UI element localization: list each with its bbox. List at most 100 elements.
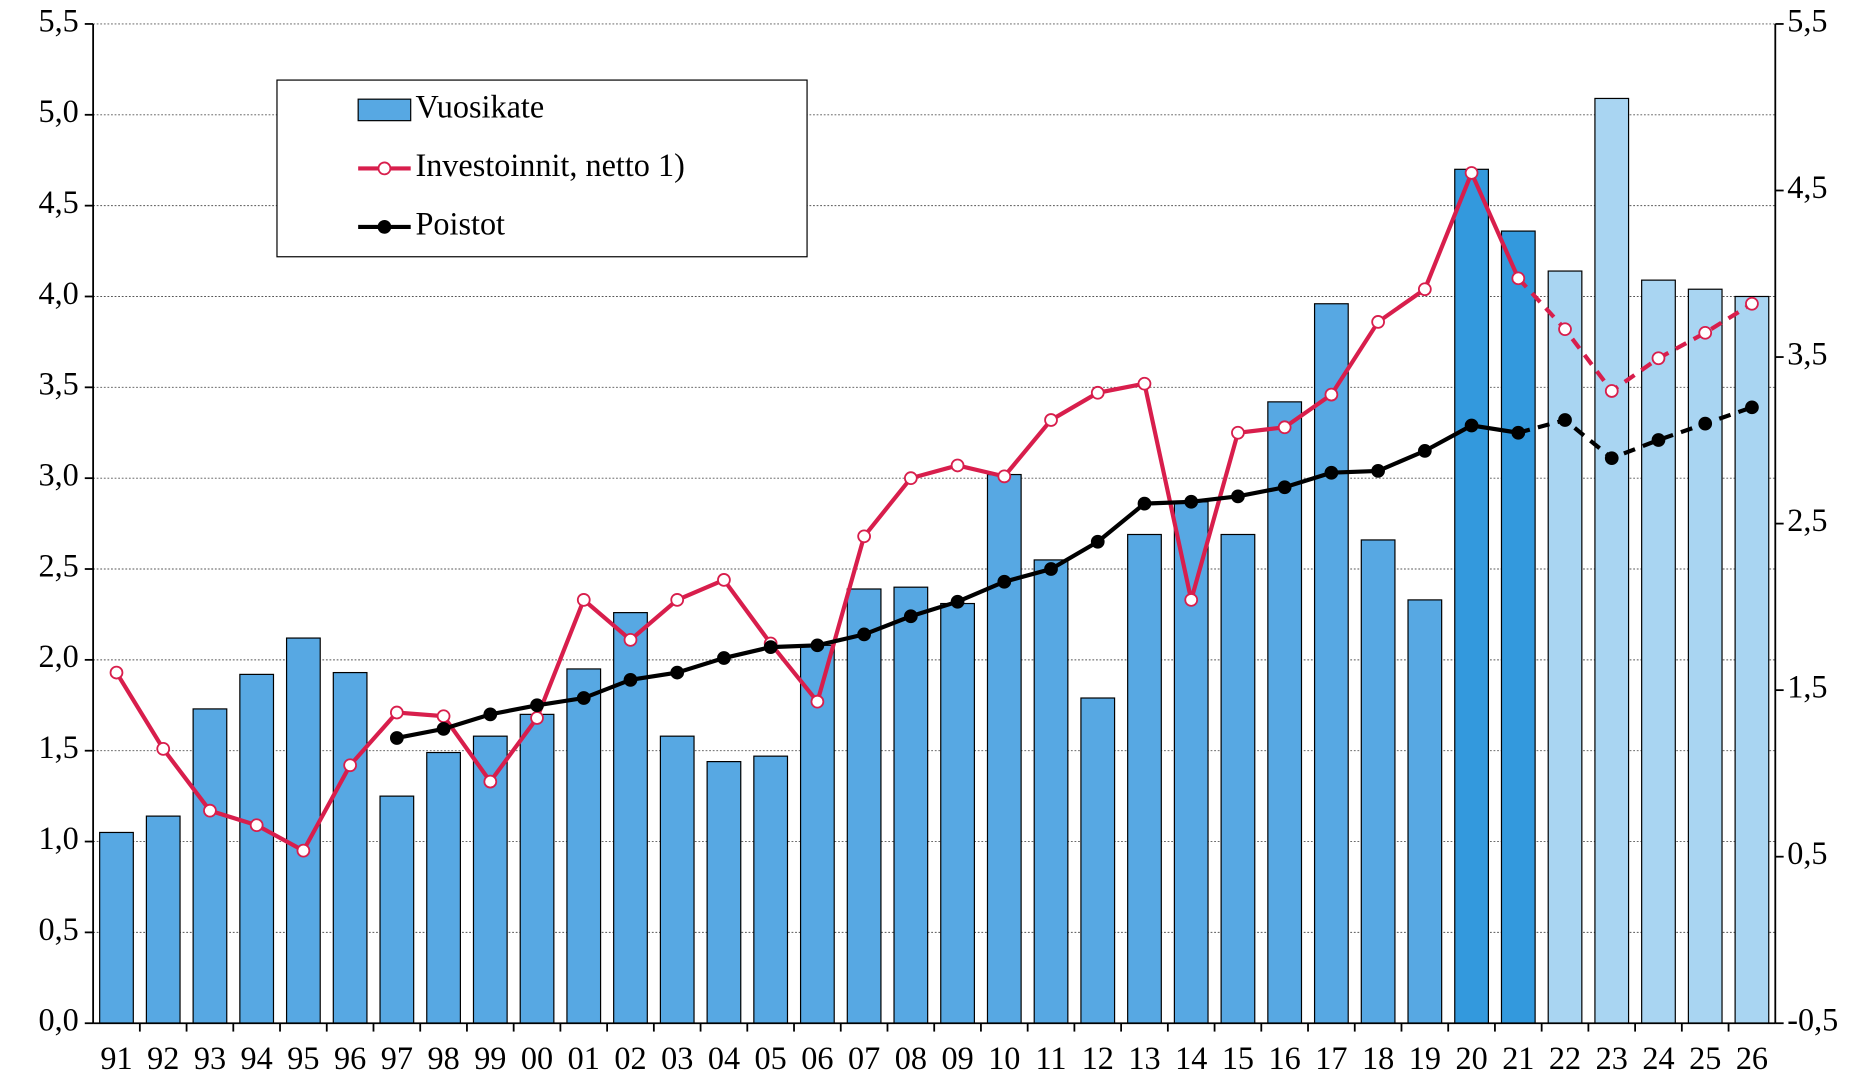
marker bbox=[1231, 489, 1245, 504]
bar bbox=[379, 795, 415, 1024]
marker bbox=[1324, 465, 1339, 480]
y-tick-label: 0,0 bbox=[39, 1002, 79, 1038]
legend-label: Investoinnit, netto 1) bbox=[415, 147, 684, 183]
bar bbox=[1127, 533, 1162, 1024]
x-tick-label: 12 bbox=[1082, 1040, 1114, 1076]
bar bbox=[426, 751, 461, 1024]
marker bbox=[903, 609, 918, 624]
marker bbox=[997, 469, 1012, 484]
x-tick-label: 16 bbox=[1269, 1040, 1301, 1076]
marker bbox=[576, 691, 591, 705]
marker bbox=[1277, 420, 1292, 435]
bar bbox=[1500, 230, 1536, 1024]
bar bbox=[753, 755, 789, 1024]
marker bbox=[483, 774, 498, 789]
bar bbox=[145, 815, 181, 1024]
marker bbox=[249, 818, 264, 833]
marker bbox=[1464, 418, 1479, 433]
marker bbox=[483, 707, 498, 722]
bar bbox=[1220, 533, 1256, 1024]
line bbox=[1516, 276, 1754, 394]
bar bbox=[1407, 599, 1443, 1024]
bar bbox=[192, 708, 228, 1024]
bar bbox=[1313, 303, 1349, 1024]
bar bbox=[893, 586, 929, 1024]
bar bbox=[1360, 539, 1396, 1024]
marker bbox=[1324, 387, 1339, 402]
x-tick-label: 07 bbox=[848, 1040, 880, 1076]
marker bbox=[997, 574, 1012, 589]
marker bbox=[156, 742, 171, 756]
marker bbox=[1231, 425, 1245, 440]
y-tick-label: 1,0 bbox=[39, 820, 79, 856]
x-tick-label: 03 bbox=[661, 1040, 693, 1076]
marker bbox=[436, 722, 451, 736]
x-tick-label: 11 bbox=[1036, 1040, 1067, 1076]
bar bbox=[940, 602, 975, 1024]
y-tick-label: 4,5 bbox=[39, 184, 79, 220]
bar bbox=[1687, 288, 1723, 1024]
marker bbox=[857, 529, 871, 544]
bar bbox=[1080, 697, 1116, 1024]
marker bbox=[576, 593, 591, 607]
y-tick-label: 4,0 bbox=[39, 275, 79, 311]
marker bbox=[1417, 282, 1432, 297]
x-tick-label: 10 bbox=[988, 1040, 1020, 1076]
bar bbox=[1594, 97, 1630, 1024]
marker bbox=[670, 593, 685, 607]
y2-tick-label: 0,5 bbox=[1787, 835, 1827, 871]
bar bbox=[1454, 168, 1489, 1024]
marker bbox=[203, 803, 217, 818]
x-tick-label: 18 bbox=[1362, 1040, 1394, 1076]
marker bbox=[1044, 562, 1058, 576]
marker bbox=[389, 731, 404, 745]
y-tick-label: 2,0 bbox=[39, 638, 79, 674]
x-tick-label: 91 bbox=[100, 1040, 132, 1076]
marker bbox=[1698, 416, 1713, 431]
marker bbox=[717, 573, 731, 587]
x-tick-label: 20 bbox=[1455, 1040, 1487, 1076]
bar bbox=[239, 673, 275, 1024]
bar bbox=[99, 831, 134, 1024]
bar bbox=[706, 761, 742, 1024]
marker bbox=[810, 638, 825, 653]
marker bbox=[1464, 166, 1479, 180]
x-tick-label: 13 bbox=[1128, 1040, 1160, 1076]
bar bbox=[1267, 401, 1303, 1024]
marker bbox=[530, 698, 544, 713]
x-tick-label: 24 bbox=[1642, 1040, 1674, 1076]
bar bbox=[519, 713, 555, 1024]
marker bbox=[623, 633, 638, 647]
legend-swatch bbox=[357, 98, 412, 122]
marker bbox=[1604, 384, 1619, 398]
marker bbox=[670, 665, 685, 680]
x-tick-label: 92 bbox=[147, 1040, 179, 1076]
x-tick-label: 05 bbox=[755, 1040, 787, 1076]
marker bbox=[1511, 271, 1526, 286]
marker bbox=[296, 843, 311, 858]
legend-marker bbox=[377, 161, 392, 176]
bar bbox=[1641, 279, 1676, 1024]
y-tick-label: 5,0 bbox=[39, 93, 79, 129]
marker bbox=[1137, 496, 1152, 511]
marker bbox=[1371, 315, 1385, 329]
bar bbox=[846, 588, 882, 1024]
y-tick-label: 2,5 bbox=[39, 547, 79, 583]
marker bbox=[1090, 385, 1105, 400]
x-tick-label: 19 bbox=[1409, 1040, 1441, 1076]
bar bbox=[566, 668, 602, 1024]
marker bbox=[1558, 322, 1572, 337]
marker bbox=[1277, 480, 1292, 495]
x-tick-label: 01 bbox=[568, 1040, 600, 1076]
marker bbox=[1558, 413, 1572, 427]
legend-marker bbox=[377, 220, 392, 234]
x-tick-label: 98 bbox=[427, 1040, 459, 1076]
bar bbox=[1173, 501, 1209, 1024]
x-tick-label: 97 bbox=[381, 1040, 413, 1076]
y2-tick-label: 2,5 bbox=[1787, 502, 1827, 538]
marker bbox=[1044, 413, 1058, 427]
marker bbox=[950, 594, 965, 609]
marker bbox=[389, 705, 404, 720]
marker bbox=[343, 758, 357, 773]
y2-tick-label: 3,5 bbox=[1787, 335, 1827, 371]
